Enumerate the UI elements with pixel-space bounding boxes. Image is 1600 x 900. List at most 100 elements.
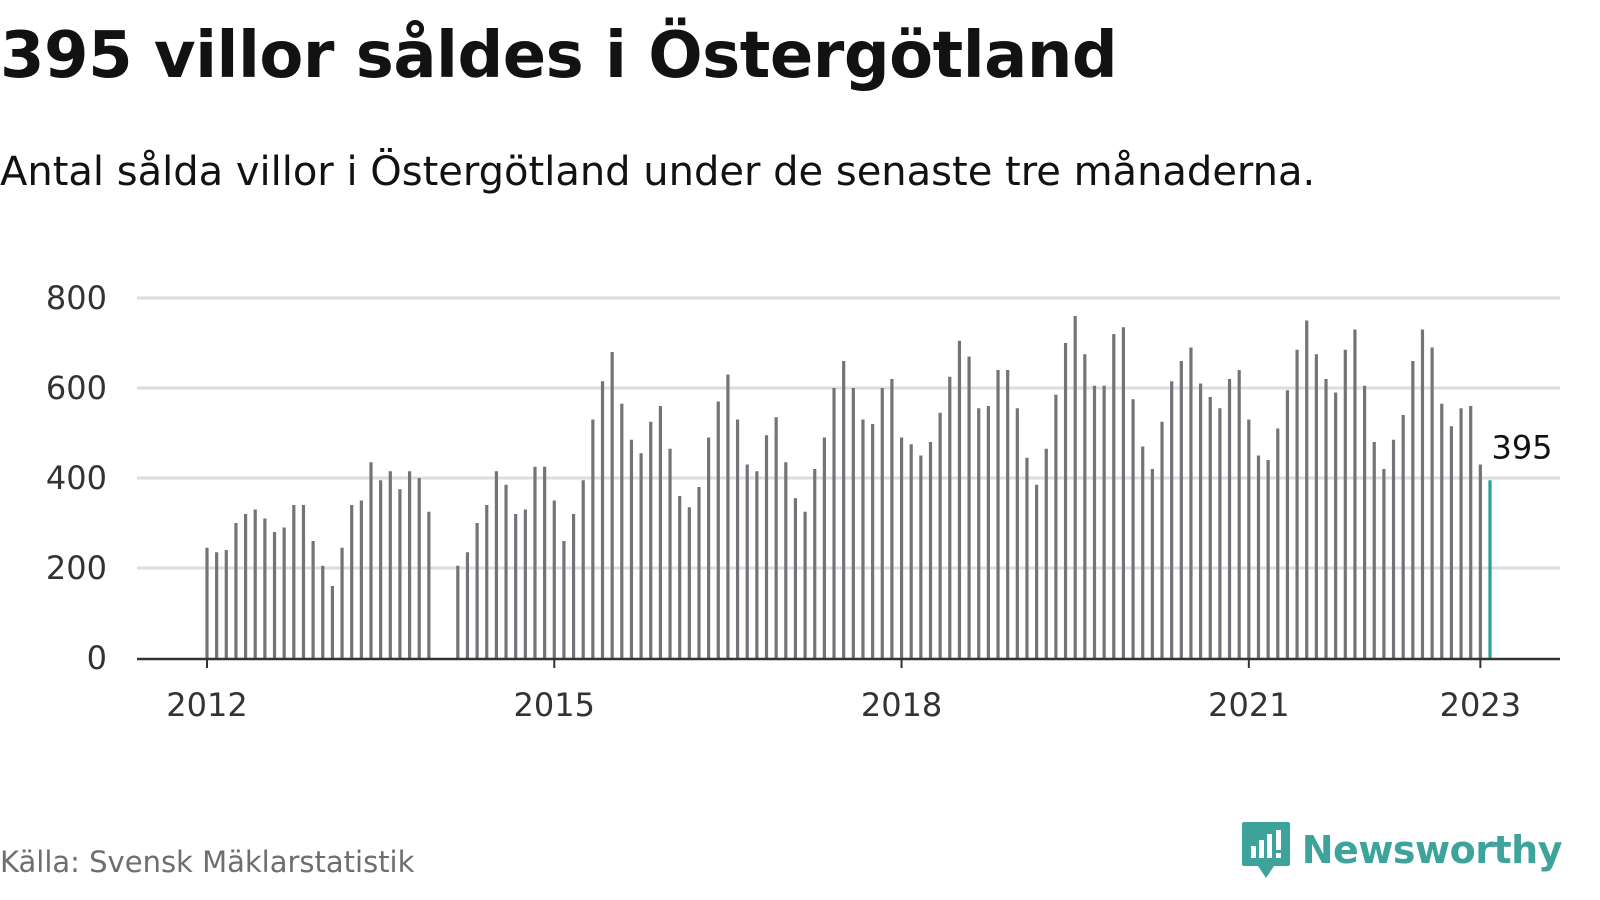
bar <box>243 514 248 658</box>
bar <box>1391 439 1396 658</box>
bar <box>716 401 720 658</box>
bar <box>1334 392 1338 658</box>
bar <box>311 541 315 658</box>
bar <box>1025 457 1029 658</box>
bar <box>1420 329 1425 658</box>
bar <box>292 505 296 658</box>
bar <box>1276 428 1280 658</box>
bar <box>552 500 556 658</box>
y-tick-label: 600 <box>46 369 107 407</box>
bar <box>890 379 894 658</box>
bar <box>1170 381 1174 658</box>
bar <box>861 419 865 658</box>
bar <box>639 453 643 658</box>
bar <box>803 511 807 658</box>
source-note: Källa: Svensk Mäklarstatistik <box>0 845 415 879</box>
bar <box>224 550 228 658</box>
bar <box>678 496 682 658</box>
y-tick-label: 400 <box>46 459 107 497</box>
bar <box>928 442 933 658</box>
bar <box>1112 334 1116 658</box>
bar <box>1324 379 1328 658</box>
bar <box>1343 349 1347 658</box>
bar <box>1179 361 1183 658</box>
bar <box>697 487 701 658</box>
bar <box>851 388 855 658</box>
x-tick-label: 2015 <box>514 686 595 724</box>
bar <box>919 455 923 658</box>
bar <box>1121 327 1126 658</box>
bar <box>494 471 498 658</box>
bar <box>764 435 769 658</box>
bar <box>379 480 383 658</box>
bar <box>909 444 913 658</box>
bar <box>1208 397 1212 658</box>
bar <box>1459 408 1463 658</box>
y-axis-ticks: 0 200 400 600 800 <box>46 279 107 677</box>
bar <box>533 466 537 658</box>
bar <box>1015 408 1019 658</box>
chart-bubble-icon <box>1241 822 1290 878</box>
bar <box>842 361 846 658</box>
bar <box>359 500 363 658</box>
bar <box>1083 354 1087 658</box>
bar <box>475 523 479 658</box>
bar <box>986 406 990 658</box>
bar <box>1199 383 1203 658</box>
bar <box>1469 406 1473 658</box>
bar <box>1102 385 1106 658</box>
bar <box>1353 329 1357 658</box>
x-tick-label: 2021 <box>1208 686 1289 724</box>
bar <box>407 471 412 658</box>
bar <box>977 408 981 658</box>
bar <box>600 381 605 658</box>
bar <box>1054 394 1058 658</box>
x-tick-label: 2012 <box>166 686 247 724</box>
bar <box>1044 448 1048 658</box>
bar <box>899 437 904 658</box>
bar <box>668 448 672 658</box>
bar <box>514 514 518 658</box>
bar-highlighted <box>1488 480 1492 658</box>
bar <box>948 376 952 658</box>
bar <box>620 403 624 658</box>
bar <box>784 462 788 658</box>
bar <box>745 464 749 658</box>
bar <box>1247 419 1251 658</box>
bar <box>215 552 219 658</box>
bar <box>1006 370 1010 658</box>
bar <box>1314 354 1318 658</box>
bar <box>832 388 836 658</box>
bar <box>938 412 942 658</box>
bar <box>272 532 277 658</box>
bar <box>369 462 373 658</box>
bar <box>543 466 547 658</box>
bar <box>1237 370 1241 658</box>
bar <box>350 505 354 658</box>
y-tick-label: 0 <box>87 639 107 677</box>
bar <box>871 424 875 658</box>
bar <box>340 547 344 658</box>
chart-subtitle: Antal sålda villor i Östergötland under … <box>0 149 1316 195</box>
bar <box>456 565 460 658</box>
bar <box>1227 379 1232 658</box>
bar <box>629 439 634 658</box>
bar <box>581 480 585 658</box>
chart-title: 395 villor såldes i Östergötland <box>0 19 1118 93</box>
bar <box>1411 361 1415 658</box>
bar <box>755 471 759 658</box>
bar <box>1063 343 1068 658</box>
bar <box>1401 415 1405 658</box>
bar <box>465 552 470 658</box>
bar <box>996 370 1000 658</box>
bar <box>234 523 238 658</box>
newsworthy-logo: Newsworthy <box>1240 820 1563 880</box>
bar <box>427 511 431 658</box>
bar <box>1285 390 1290 658</box>
bar <box>1382 469 1386 658</box>
bar <box>658 406 662 658</box>
bar <box>1131 399 1135 658</box>
bar <box>957 340 962 658</box>
